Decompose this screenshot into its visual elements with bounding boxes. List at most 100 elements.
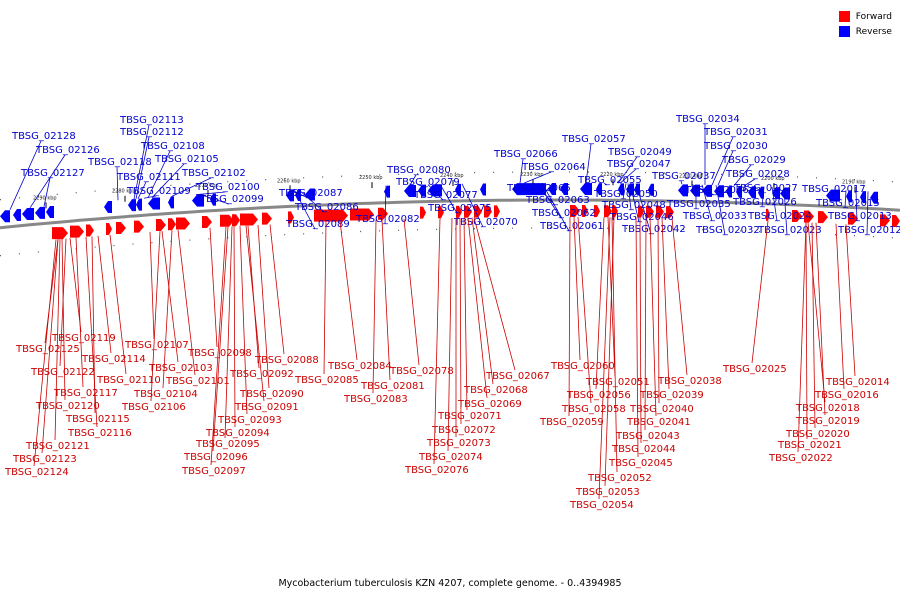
forward-gene-label[interactable]: TBSG_02103 xyxy=(148,363,213,374)
forward-gene-label[interactable]: TBSG_02104 xyxy=(133,389,198,400)
reverse-gene-label[interactable]: TBSG_02079 xyxy=(395,177,460,188)
forward-gene-label[interactable]: TBSG_02068 xyxy=(463,385,528,396)
reverse-gene-label[interactable]: TBSG_02064 xyxy=(521,162,586,173)
reverse-gene-label[interactable]: TBSG_02057 xyxy=(561,134,626,145)
reverse-gene-label[interactable]: TBSG_02036 xyxy=(684,185,749,196)
forward-gene-label[interactable]: TBSG_02124 xyxy=(4,467,69,478)
forward-gene-label[interactable]: TBSG_02088 xyxy=(254,355,319,366)
forward-gene-label[interactable]: TBSG_02056 xyxy=(566,390,631,401)
forward-gene-label[interactable]: TBSG_02073 xyxy=(426,438,491,449)
forward-gene-label[interactable]: TBSG_02040 xyxy=(629,404,694,415)
reverse-gene-label[interactable]: TBSG_02128 xyxy=(11,131,76,142)
forward-gene-label[interactable]: TBSG_02078 xyxy=(389,366,454,377)
reverse-gene-label[interactable]: TBSG_02024 xyxy=(747,211,812,222)
forward-gene-label[interactable]: TBSG_02120 xyxy=(35,401,100,412)
reverse-gene-label[interactable]: TBSG_02086 xyxy=(294,202,359,213)
forward-gene-label[interactable]: TBSG_02114 xyxy=(81,354,146,365)
forward-gene-label[interactable]: TBSG_02117 xyxy=(53,388,118,399)
forward-gene-label[interactable]: TBSG_02074 xyxy=(418,452,483,463)
forward-gene-label[interactable]: TBSG_02014 xyxy=(825,377,890,388)
reverse-gene-label[interactable]: TBSG_02055 xyxy=(577,175,642,186)
reverse-gene-label[interactable]: TBSG_02037 xyxy=(651,171,716,182)
reverse-gene-label[interactable]: TBSG_02023 xyxy=(757,225,822,236)
reverse-gene-label[interactable]: TBSG_02065 xyxy=(506,183,571,194)
forward-gene-label[interactable]: TBSG_02018 xyxy=(795,403,860,414)
reverse-gene-label[interactable]: TBSG_02027 xyxy=(733,183,798,194)
forward-gene-label[interactable]: TBSG_02069 xyxy=(457,399,522,410)
reverse-gene-label[interactable]: TBSG_02030 xyxy=(703,141,768,152)
reverse-gene-label[interactable]: TBSG_02042 xyxy=(621,224,686,235)
reverse-gene-label[interactable]: TBSG_02075 xyxy=(427,203,492,214)
forward-gene-label[interactable]: TBSG_02053 xyxy=(575,487,640,498)
forward-gene-label[interactable]: TBSG_02101 xyxy=(165,376,230,387)
reverse-gene-label[interactable]: TBSG_02070 xyxy=(453,217,518,228)
forward-gene-label[interactable]: TBSG_02125 xyxy=(15,344,80,355)
forward-gene-label[interactable]: TBSG_02052 xyxy=(587,473,652,484)
forward-gene-label[interactable]: TBSG_02071 xyxy=(437,411,502,422)
forward-gene-label[interactable]: TBSG_02051 xyxy=(585,377,650,388)
reverse-gene-label[interactable]: TBSG_02077 xyxy=(413,190,478,201)
reverse-gene-label[interactable]: TBSG_02066 xyxy=(493,149,558,160)
forward-gene-label[interactable]: TBSG_02116 xyxy=(67,428,132,439)
forward-gene-label[interactable]: TBSG_02021 xyxy=(777,440,842,451)
reverse-gene-label[interactable]: TBSG_02013 xyxy=(827,211,892,222)
reverse-gene-label[interactable]: TBSG_02050 xyxy=(593,189,658,200)
forward-gene-label[interactable]: TBSG_02060 xyxy=(550,361,615,372)
forward-gene-label[interactable]: TBSG_02091 xyxy=(234,402,299,413)
reverse-gene-label[interactable]: TBSG_02099 xyxy=(199,194,264,205)
reverse-gene-label[interactable]: TBSG_02126 xyxy=(35,145,100,156)
reverse-gene-label[interactable]: TBSG_02048 xyxy=(601,200,666,211)
forward-gene-label[interactable]: TBSG_02090 xyxy=(239,389,304,400)
reverse-gene-label[interactable]: TBSG_02089 xyxy=(285,219,350,230)
forward-gene-label[interactable]: TBSG_02043 xyxy=(615,431,680,442)
forward-gene-label[interactable]: TBSG_02058 xyxy=(561,404,626,415)
forward-gene-label[interactable]: TBSG_02115 xyxy=(65,414,130,425)
forward-gene-label[interactable]: TBSG_02025 xyxy=(722,364,787,375)
forward-gene-label[interactable]: TBSG_02059 xyxy=(539,417,604,428)
forward-gene-label[interactable]: TBSG_02110 xyxy=(96,375,161,386)
reverse-gene-label[interactable]: TBSG_02108 xyxy=(140,141,205,152)
reverse-gene-label[interactable]: TBSG_02087 xyxy=(278,188,343,199)
reverse-gene-label[interactable]: TBSG_02046 xyxy=(609,212,674,223)
reverse-gene-label[interactable]: TBSG_02111 xyxy=(116,172,181,183)
forward-gene-label[interactable]: TBSG_02016 xyxy=(814,390,879,401)
forward-gene-label[interactable]: TBSG_02122 xyxy=(30,367,95,378)
forward-gene-label[interactable]: TBSG_02019 xyxy=(795,416,860,427)
forward-gene-label[interactable]: TBSG_02044 xyxy=(611,444,676,455)
reverse-gene-label[interactable]: TBSG_02082 xyxy=(355,214,420,225)
forward-gene-label[interactable]: TBSG_02045 xyxy=(608,458,673,469)
forward-gene-label[interactable]: TBSG_02083 xyxy=(343,394,408,405)
forward-gene-label[interactable]: TBSG_02119 xyxy=(51,333,116,344)
reverse-gene-label[interactable]: TBSG_02031 xyxy=(703,127,768,138)
forward-gene-label[interactable]: TBSG_02097 xyxy=(181,466,246,477)
reverse-gene-label[interactable]: TBSG_02049 xyxy=(607,147,672,158)
reverse-gene-label[interactable]: TBSG_02113 xyxy=(119,115,184,126)
forward-gene-label[interactable]: TBSG_02121 xyxy=(25,441,90,452)
reverse-gene-label[interactable]: TBSG_02063 xyxy=(525,195,590,206)
forward-gene-label[interactable]: TBSG_02106 xyxy=(121,402,186,413)
forward-gene-label[interactable]: TBSG_02041 xyxy=(626,417,691,428)
forward-gene-label[interactable]: TBSG_02085 xyxy=(294,375,359,386)
forward-gene-label[interactable]: TBSG_02093 xyxy=(217,415,282,426)
forward-gene-label[interactable]: TBSG_02072 xyxy=(431,425,496,436)
reverse-gene-label[interactable]: TBSG_02032 xyxy=(695,225,760,236)
reverse-gene-label[interactable]: TBSG_02029 xyxy=(721,155,786,166)
reverse-gene-label[interactable]: TBSG_02015 xyxy=(815,198,880,209)
reverse-gene-label[interactable]: TBSG_02035 xyxy=(666,199,731,210)
forward-gene-label[interactable]: TBSG_02081 xyxy=(360,381,425,392)
reverse-gene-label[interactable]: TBSG_02028 xyxy=(725,169,790,180)
forward-gene-label[interactable]: TBSG_02022 xyxy=(768,453,833,464)
forward-gene-label[interactable]: TBSG_02094 xyxy=(205,428,270,439)
forward-gene-label[interactable]: TBSG_02107 xyxy=(124,340,189,351)
reverse-gene-label[interactable]: TBSG_02047 xyxy=(606,159,671,170)
forward-gene-label[interactable]: TBSG_02020 xyxy=(785,429,850,440)
reverse-gene-label[interactable]: TBSG_02080 xyxy=(386,165,451,176)
forward-gene-label[interactable]: TBSG_02067 xyxy=(485,371,550,382)
forward-gene-label[interactable]: TBSG_02054 xyxy=(569,500,634,511)
forward-gene-label[interactable]: TBSG_02084 xyxy=(327,361,392,372)
forward-gene-label[interactable]: TBSG_02038 xyxy=(657,376,722,387)
reverse-gene-label[interactable]: TBSG_02012 xyxy=(837,225,900,236)
reverse-gene-label[interactable]: TBSG_02034 xyxy=(675,114,740,125)
reverse-gene-label[interactable]: TBSG_02061 xyxy=(539,221,604,232)
reverse-gene-label[interactable]: TBSG_02033 xyxy=(682,211,747,222)
